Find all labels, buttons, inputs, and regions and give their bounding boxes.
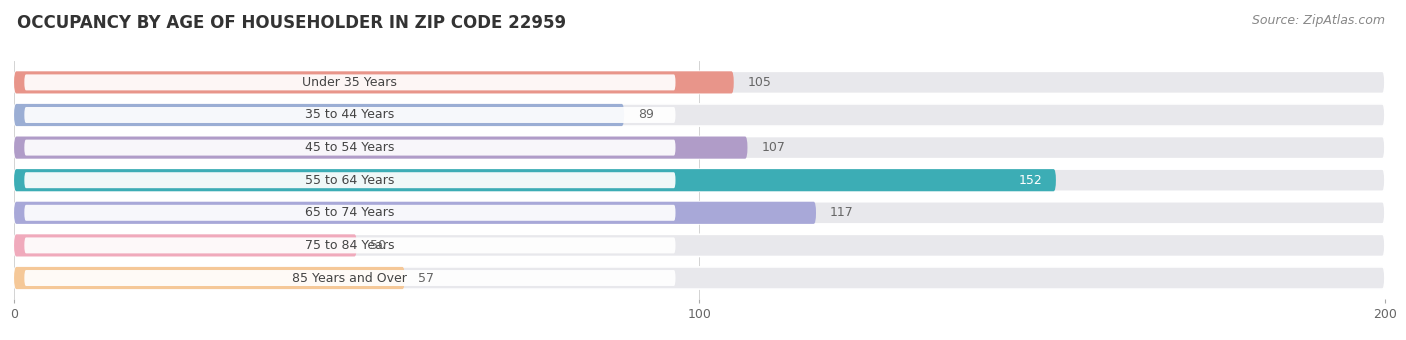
FancyBboxPatch shape: [24, 270, 675, 286]
Text: 107: 107: [761, 141, 785, 154]
FancyBboxPatch shape: [14, 71, 734, 94]
Text: Source: ZipAtlas.com: Source: ZipAtlas.com: [1251, 14, 1385, 27]
Text: 35 to 44 Years: 35 to 44 Years: [305, 108, 395, 121]
FancyBboxPatch shape: [14, 104, 1385, 126]
Text: 57: 57: [419, 272, 434, 285]
FancyBboxPatch shape: [24, 140, 675, 156]
FancyBboxPatch shape: [14, 169, 1385, 191]
Text: 75 to 84 Years: 75 to 84 Years: [305, 239, 395, 252]
Text: 152: 152: [1018, 174, 1042, 187]
Text: 50: 50: [371, 239, 387, 252]
FancyBboxPatch shape: [14, 169, 1056, 191]
Text: Under 35 Years: Under 35 Years: [302, 76, 398, 89]
FancyBboxPatch shape: [14, 234, 357, 256]
Text: OCCUPANCY BY AGE OF HOUSEHOLDER IN ZIP CODE 22959: OCCUPANCY BY AGE OF HOUSEHOLDER IN ZIP C…: [17, 14, 567, 32]
FancyBboxPatch shape: [14, 137, 748, 159]
FancyBboxPatch shape: [14, 71, 1385, 94]
FancyBboxPatch shape: [24, 205, 675, 221]
FancyBboxPatch shape: [14, 104, 624, 126]
Text: 117: 117: [830, 206, 853, 219]
FancyBboxPatch shape: [14, 267, 405, 289]
Text: 55 to 64 Years: 55 to 64 Years: [305, 174, 395, 187]
FancyBboxPatch shape: [24, 172, 675, 188]
FancyBboxPatch shape: [14, 267, 1385, 289]
FancyBboxPatch shape: [14, 202, 1385, 224]
FancyBboxPatch shape: [24, 237, 675, 253]
FancyBboxPatch shape: [14, 137, 1385, 159]
FancyBboxPatch shape: [14, 234, 1385, 256]
Text: 89: 89: [638, 108, 654, 121]
FancyBboxPatch shape: [24, 107, 675, 123]
Text: 105: 105: [748, 76, 772, 89]
FancyBboxPatch shape: [14, 202, 815, 224]
FancyBboxPatch shape: [24, 74, 675, 90]
Text: 45 to 54 Years: 45 to 54 Years: [305, 141, 395, 154]
Text: 85 Years and Over: 85 Years and Over: [292, 272, 408, 285]
Text: 65 to 74 Years: 65 to 74 Years: [305, 206, 395, 219]
